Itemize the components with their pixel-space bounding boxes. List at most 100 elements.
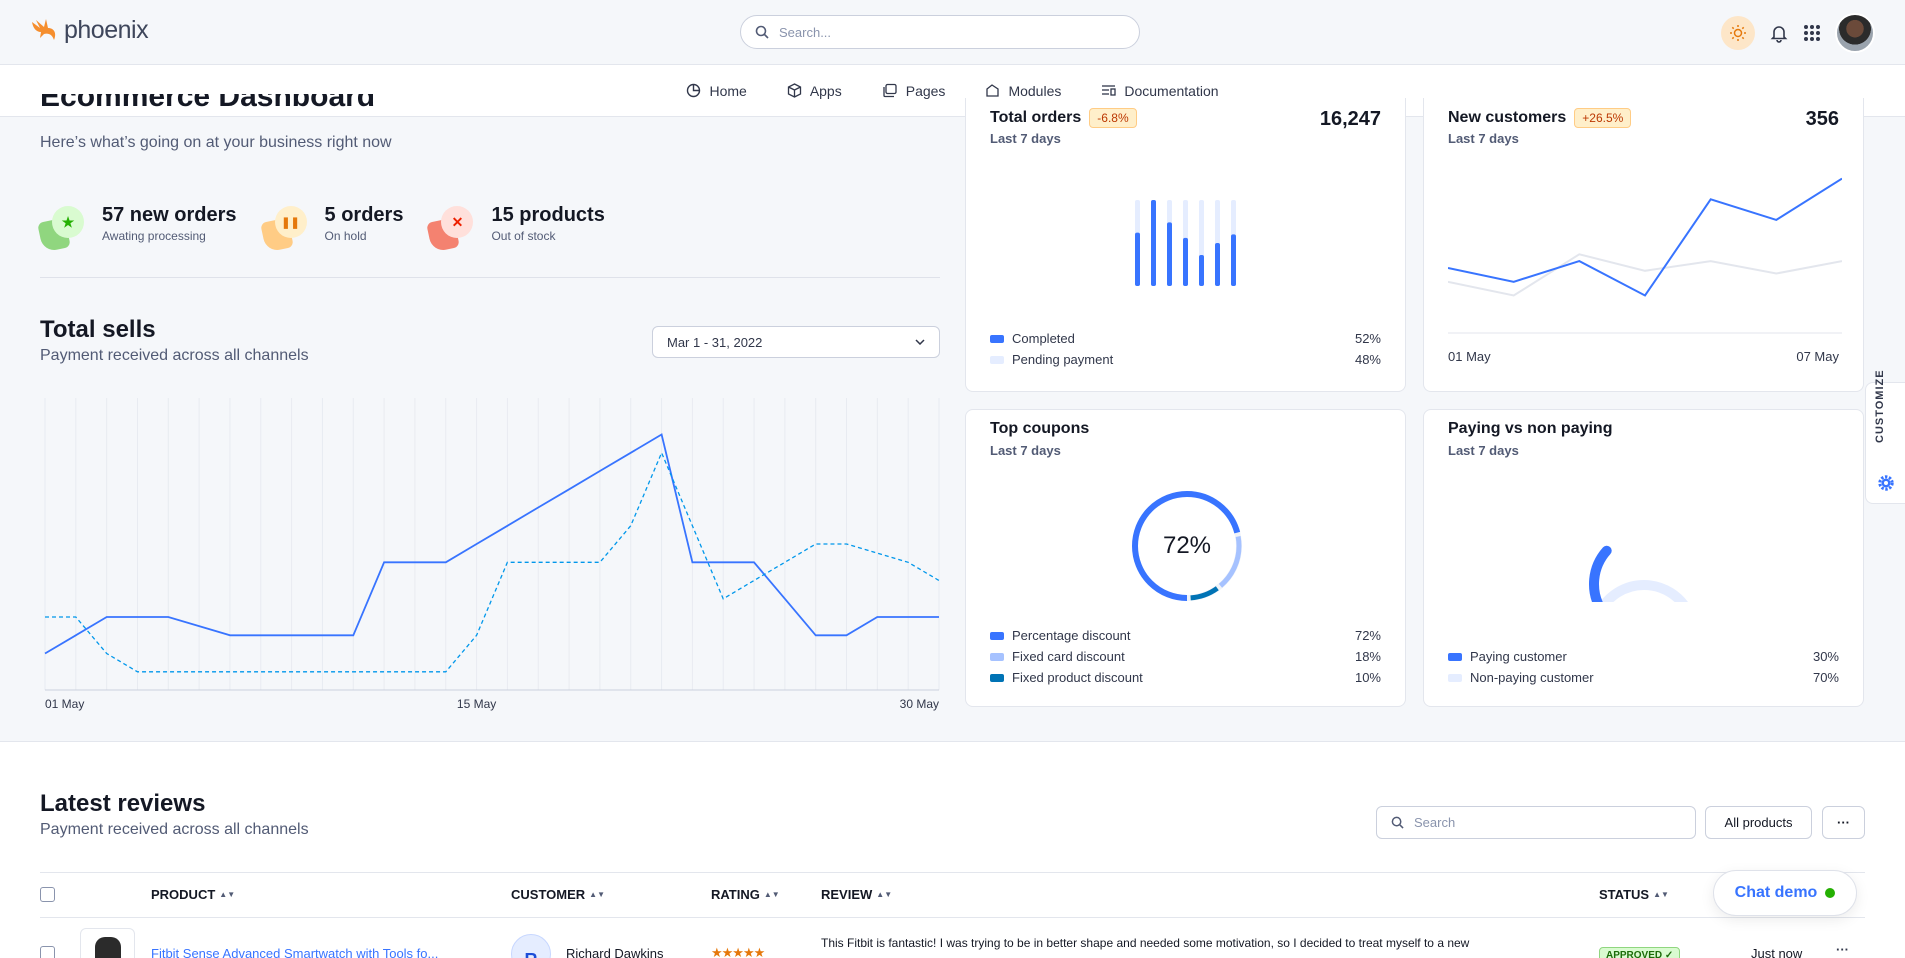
document-icon <box>1102 85 1117 96</box>
column-header-status[interactable]: STATUS ▲▼ <box>1599 887 1669 902</box>
card-title: Total orders -6.8% <box>990 108 1137 128</box>
legend-value: 30% <box>1812 649 1839 664</box>
nav-item-apps[interactable]: Apps <box>787 83 842 99</box>
column-label: REVIEW <box>821 887 873 902</box>
sun-icon <box>1730 25 1746 41</box>
legend-value: 18% <box>1354 649 1381 664</box>
paying-legend: Paying customer 30% Non-paying customer 70% <box>1448 646 1839 688</box>
bar-completed <box>1135 232 1140 286</box>
apps-grid-icon[interactable] <box>1803 24 1821 42</box>
orders-legend: Completed 52% Pending payment 48% <box>990 328 1381 370</box>
card-title-text: New customers <box>1448 109 1567 126</box>
stat-label: Out of stock <box>491 229 556 243</box>
table-top-border <box>40 872 1865 873</box>
sort-icon: ▲▼ <box>219 890 236 899</box>
chat-demo-button[interactable]: Chat demo <box>1713 870 1857 916</box>
row-checkbox[interactable] <box>40 946 55 958</box>
pie-chart-icon <box>687 83 701 98</box>
sort-icon: ▲▼ <box>876 890 893 899</box>
product-thumbnail[interactable] <box>80 928 135 958</box>
customize-tab[interactable]: CUSTOMIZE <box>1865 369 1905 504</box>
card-title-text: Total orders <box>990 109 1082 126</box>
x-icon: ✕ <box>441 206 474 238</box>
reviews-search-input[interactable]: Search <box>1376 806 1696 839</box>
column-label: PRODUCT <box>151 887 216 902</box>
series-line-1 <box>1448 253 1842 297</box>
legend-item: Pending payment 48% <box>990 349 1381 370</box>
legend-item: Non-paying customer 70% <box>1448 667 1839 688</box>
nav-item-modules[interactable]: Modules <box>985 83 1061 99</box>
card-title: New customers +26.5% <box>1448 108 1632 128</box>
column-header-customer[interactable]: CUSTOMER ▲▼ <box>511 887 605 902</box>
phoenix-logo-icon <box>32 18 56 40</box>
stat-value: 57 new orders <box>102 204 237 226</box>
review-time: Just now <box>1751 946 1803 958</box>
total-sells-subtitle: Payment received across all channels <box>40 347 309 364</box>
legend-item: Fixed product discount 10% <box>990 667 1381 688</box>
legend-swatch <box>990 652 1004 661</box>
star-icon: ★ <box>52 206 84 238</box>
nav-label: Home <box>709 82 747 99</box>
rating-stars: ★★★★★ <box>711 945 765 958</box>
more-options-button[interactable]: ··· <box>1822 806 1865 839</box>
legend-label: Fixed card discount <box>1012 649 1125 664</box>
donut-slice <box>1132 491 1242 601</box>
divider <box>40 277 940 278</box>
card-subtitle: Last 7 days <box>990 131 1061 146</box>
reviews-subtitle: Payment received across all channels <box>40 821 309 838</box>
nav-label: Modules <box>1008 82 1062 99</box>
bell-icon[interactable] <box>1769 23 1789 43</box>
column-header-rating[interactable]: RATING ▲▼ <box>711 887 780 902</box>
stat-badge-icon: ❚❚ <box>259 204 315 256</box>
legend-value: 70% <box>1812 670 1839 685</box>
theme-toggle-button[interactable] <box>1721 16 1755 50</box>
reviews-title: Latest reviews <box>40 790 206 817</box>
donut-center-label: 72% <box>1162 532 1212 559</box>
change-badge: +26.5% <box>1574 108 1632 128</box>
column-label: STATUS <box>1599 887 1650 902</box>
user-avatar[interactable] <box>1835 13 1875 53</box>
column-header-product[interactable]: PRODUCT ▲▼ <box>151 887 235 902</box>
bar-completed <box>1151 200 1156 286</box>
bar-completed <box>1199 255 1204 286</box>
status-badge: APPROVED ✓ <box>1599 947 1681 958</box>
stats-row: ★ 57 new orders Awating processing ❚❚ 5 … <box>37 204 605 256</box>
x-tick-label: 30 May <box>900 697 939 711</box>
series-line-0 <box>44 433 939 655</box>
bar-completed <box>1183 237 1188 286</box>
customer-name[interactable]: Richard Dawkins <box>566 946 664 958</box>
chevron-down-icon <box>915 339 925 345</box>
legend-value: 72% <box>1354 628 1381 643</box>
customer-avatar[interactable]: R <box>511 934 551 958</box>
stat-label: On hold <box>324 229 367 243</box>
bar-completed <box>1215 243 1220 286</box>
row-actions-button[interactable]: ··· <box>1836 942 1849 957</box>
nav-item-home[interactable]: Home <box>686 82 747 99</box>
column-header-review[interactable]: REVIEW ▲▼ <box>821 887 892 902</box>
brand-logo[interactable]: phoenix <box>30 16 149 45</box>
legend-swatch <box>990 673 1004 682</box>
date-range-select[interactable]: Mar 1 - 31, 2022 <box>652 326 940 358</box>
select-all-checkbox[interactable] <box>40 887 55 902</box>
legend-swatch <box>990 355 1004 364</box>
stat-on-hold: ❚❚ 5 orders On hold <box>259 204 403 256</box>
search-input[interactable]: Search... <box>740 15 1140 49</box>
stat-label: Awating processing <box>102 229 206 243</box>
new-customers-chart <box>1448 177 1842 334</box>
legend-label: Percentage discount <box>1012 628 1131 643</box>
legend-label: Non-paying customer <box>1470 670 1594 685</box>
column-label: CUSTOMER <box>511 887 586 902</box>
paying-gauge <box>1589 545 1688 602</box>
nav-item-documentation[interactable]: Documentation <box>1101 83 1219 99</box>
legend-value: 48% <box>1354 352 1381 367</box>
legend-value: 52% <box>1354 331 1381 346</box>
all-products-button[interactable]: All products <box>1705 806 1812 839</box>
card-title-text: Paying vs non paying <box>1448 420 1613 437</box>
page-subtitle: Here’s what’s going on at your business … <box>40 134 392 151</box>
product-link[interactable]: Fitbit Sense Advanced Smartwatch with To… <box>151 946 439 958</box>
nav-item-pages[interactable]: Pages <box>882 83 945 99</box>
top-coupons-donut <box>1132 491 1242 601</box>
x-tick-label: 01 May <box>45 697 84 711</box>
x-axis-start: 01 May <box>1448 349 1491 364</box>
series-line-1 <box>45 451 940 673</box>
